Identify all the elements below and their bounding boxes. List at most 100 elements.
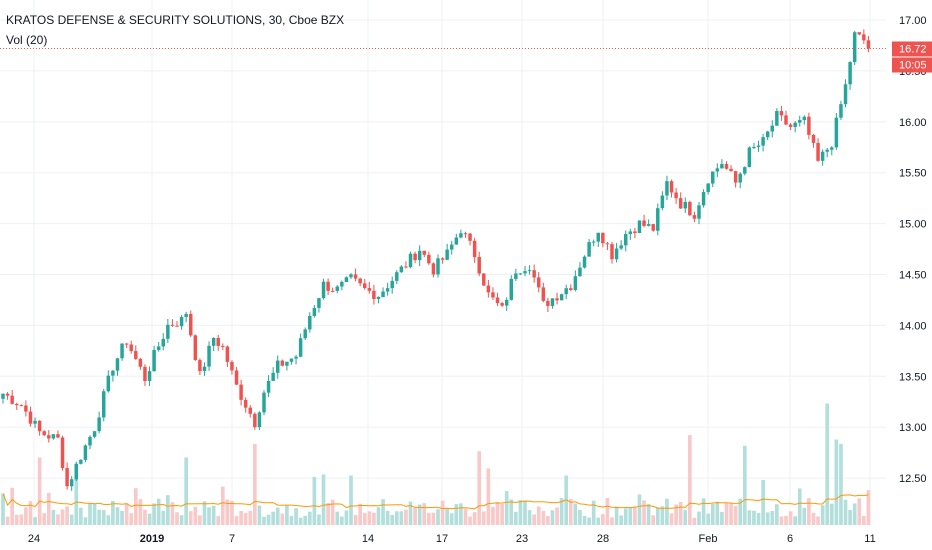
candle-body [266,380,271,393]
time-axis[interactable]: 24 2019 7 14 17 23 28 Feb 6 11 [28,533,876,545]
candle [358,277,362,287]
candle-body [427,254,431,264]
candle-body [47,435,51,439]
candle-body [349,274,353,278]
candle [697,202,701,225]
volume-bar [747,510,752,525]
volume-bar [591,500,596,525]
candle [848,61,852,90]
candle [74,461,79,482]
volume-bar [692,517,697,525]
volume-indicator-label[interactable]: Vol (20) [6,33,48,47]
volume-bar [37,457,42,525]
candle [701,189,706,208]
candle [775,108,779,126]
candle [779,105,784,121]
candle [10,390,14,405]
candle [156,341,161,352]
candle-body [152,350,156,372]
candle-body [385,288,390,292]
candle-body [779,111,784,116]
volume-bar [573,503,578,525]
volume-bar [733,506,738,525]
candle [614,242,619,263]
candle-body [28,411,33,424]
candle [468,232,472,246]
candle [69,476,74,491]
volume-bar [10,487,14,525]
volume-bar [42,513,47,525]
price-axis[interactable]: 12.50 13.00 13.50 14.00 14.50 15.00 15.50 16.00… [899,15,927,485]
candle [303,327,307,341]
candle-body [445,249,449,260]
candle [582,255,587,269]
volume-bar [839,444,843,525]
volume-bar [51,509,56,525]
candle [152,345,156,372]
volume-bar [674,504,678,525]
candle-body [459,233,463,238]
candle-body [596,232,601,242]
volume-bar [257,505,262,525]
candle [42,430,46,436]
candle [472,237,477,263]
candle [234,367,239,386]
candle-body [619,245,623,249]
candle [161,333,166,351]
volume-bar [69,514,74,525]
volume-bar [486,468,491,525]
candle-body [156,346,161,351]
candle-body [637,220,642,233]
volume-bar [527,510,532,525]
candle-body [582,256,587,268]
volume-bar [239,510,243,525]
candle [79,459,83,465]
candle [24,400,28,417]
candle [619,240,623,251]
volume-bar [472,512,477,525]
volume-bars [1,403,871,525]
volume-bar [523,500,527,525]
candle-body [472,240,477,258]
candle-body [546,300,550,306]
volume-bar [697,511,701,525]
volume-bar [568,499,573,525]
candle [710,171,715,188]
candle-body [303,329,307,339]
candle-body [88,436,92,446]
x-tick-label: 24 [28,533,40,545]
candle-body [688,201,692,216]
candle [248,405,253,418]
candle [143,364,147,386]
candle-body [289,358,294,362]
candle [431,262,436,278]
volume-bar [738,498,743,525]
candle-body [678,198,683,209]
candle [326,278,330,296]
candle-body [335,286,340,291]
candle [578,262,582,277]
volume-bar [802,507,807,525]
candle-body [5,393,10,396]
candle-body [344,277,349,282]
volume-bar [454,504,459,525]
volume-bar [372,512,376,525]
candle [587,238,591,257]
volume-bar [637,494,642,525]
volume-bar [710,503,715,525]
volume-bar [220,486,225,525]
candle [660,191,665,211]
volume-bar [294,508,298,525]
candle-body [170,324,175,326]
volume-bar [312,476,317,525]
volume-bar [28,501,33,525]
volume-bar [701,498,706,525]
candle-body [225,346,230,362]
candle-body [486,285,491,293]
candle [308,312,312,333]
volume-bar [550,510,555,525]
volume-bar [848,509,852,525]
symbol-title[interactable]: KRATOS DEFENSE & SECURITY SOLUTIONS, 30,… [6,13,345,27]
candle-body [399,266,404,273]
